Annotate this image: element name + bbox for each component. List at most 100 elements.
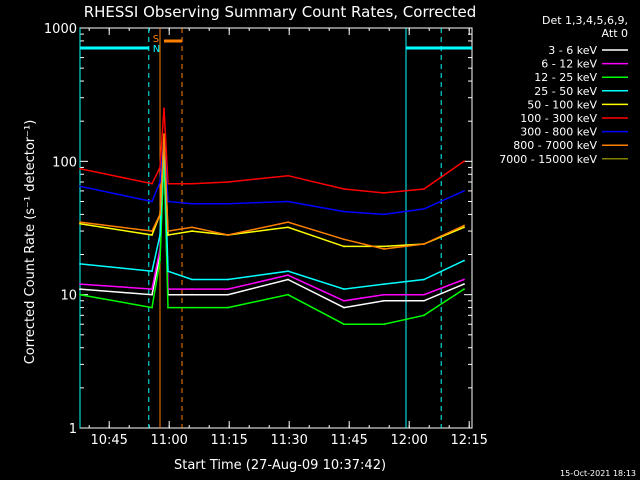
series-line (79, 150, 465, 309)
legend-label: 300 - 800 keV (520, 126, 597, 139)
series-line (79, 155, 465, 325)
x-tick-label: 10:45 (90, 433, 127, 448)
series-point (227, 181, 229, 183)
series-point (383, 283, 385, 286)
legend-label: 800 - 7000 keV (513, 139, 597, 152)
series-point (167, 270, 169, 273)
series-point (463, 224, 465, 227)
series-point (343, 288, 345, 291)
series-point (79, 293, 81, 296)
series-point (79, 288, 81, 291)
legend-label: 25 - 50 keV (534, 85, 597, 98)
footer-date: 15-Oct-2021 18:13 (560, 469, 636, 478)
y-tick-label: 100 (52, 155, 77, 170)
series-point (151, 306, 153, 309)
series-point (423, 278, 425, 281)
series-lines (79, 107, 465, 326)
series-point (79, 222, 81, 225)
series-point (463, 283, 465, 286)
plot-frame (79, 27, 473, 429)
series-point (151, 288, 153, 291)
series-point (383, 248, 385, 250)
series-point (79, 221, 81, 224)
series-point (79, 185, 81, 188)
series-point (383, 299, 385, 302)
y-tick-label: 10 (60, 289, 77, 304)
series-point (167, 230, 169, 232)
y-tick-label: 1000 (44, 22, 77, 37)
series-point (463, 226, 465, 229)
series-point (287, 226, 289, 229)
series-line (79, 134, 465, 250)
series-point (191, 288, 193, 291)
series-point (463, 278, 465, 281)
series-point (191, 293, 193, 296)
x-tick-label: 11:30 (270, 433, 307, 448)
series-point (79, 263, 81, 265)
series-point (343, 323, 345, 326)
n-marker-label: N (153, 44, 160, 55)
series-point (287, 221, 289, 224)
series-point (343, 238, 345, 241)
legend-label: 12 - 25 keV (534, 71, 597, 84)
series-point (423, 243, 425, 245)
legend-title-line1: Det 1,3,4,5,6,9, (542, 14, 628, 27)
series-point (191, 278, 193, 281)
x-tick-label: 12:15 (450, 433, 487, 448)
series-point (463, 160, 465, 163)
series-line (79, 146, 465, 302)
series-point (343, 188, 345, 190)
series-point (423, 299, 425, 302)
legend-label: 50 - 100 keV (527, 98, 597, 111)
series-point (159, 259, 161, 262)
legend-label: 3 - 6 keV (548, 44, 597, 57)
series-point (227, 234, 229, 236)
series-point (159, 166, 161, 169)
series-point (463, 288, 465, 291)
series-point (151, 293, 153, 296)
series-point (151, 230, 153, 232)
x-axis-label: Start Time (27-Aug-09 10:37:42) (174, 458, 386, 473)
series-point (343, 299, 345, 302)
series-point (423, 207, 425, 210)
series-point (159, 234, 161, 236)
series-point (191, 182, 193, 185)
series-point (159, 213, 161, 216)
series-point (287, 174, 289, 177)
series-point (287, 274, 289, 277)
y-axis-label: Corrected Count Rate (s⁻¹ detector⁻¹) (23, 120, 38, 365)
series-point (383, 245, 385, 248)
series-point (287, 270, 289, 273)
time-markers: SN (79, 28, 472, 428)
series-line (79, 137, 465, 216)
series-point (343, 245, 345, 248)
series-point (159, 181, 161, 183)
series-point (151, 200, 153, 203)
series-line (79, 108, 465, 194)
series-point (423, 314, 425, 317)
s-marker-label: S (153, 34, 159, 45)
series-point (423, 188, 425, 190)
legend-label: 7000 - 15000 keV (499, 153, 597, 166)
series-point (383, 323, 385, 326)
series-point (163, 133, 165, 136)
legend-label: 6 - 12 keV (541, 58, 597, 71)
series-point (79, 283, 81, 286)
series-line (79, 141, 465, 290)
series-point (191, 230, 193, 232)
series-point (227, 278, 229, 281)
series-point (191, 202, 193, 205)
series-point (79, 167, 81, 170)
series-point (151, 234, 153, 236)
series-point (227, 306, 229, 309)
series-point (191, 226, 193, 229)
series-point (423, 293, 425, 296)
series-point (343, 306, 345, 309)
series-point (463, 259, 465, 262)
x-tick-label: 12:00 (390, 433, 427, 448)
x-tick-label: 11:00 (150, 433, 187, 448)
series-point (151, 270, 153, 273)
legend-label: 100 - 300 keV (520, 112, 597, 125)
series-point (167, 306, 169, 309)
